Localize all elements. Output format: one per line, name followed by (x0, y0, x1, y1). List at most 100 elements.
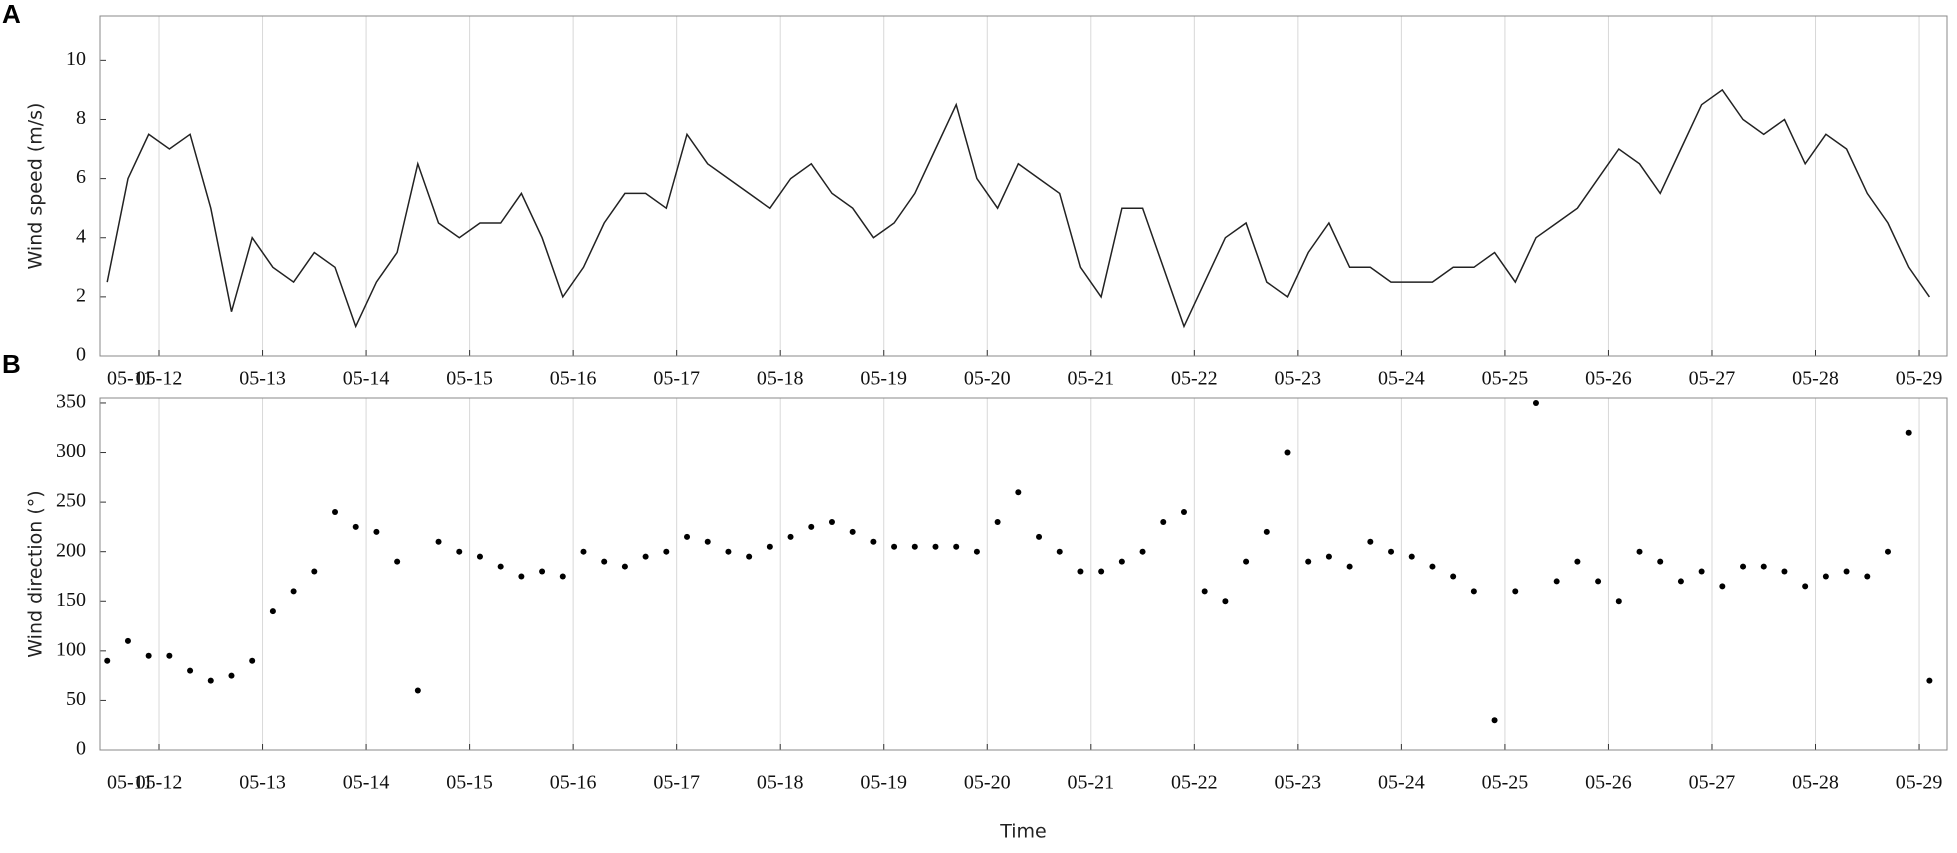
direction-point (1822, 573, 1829, 580)
x-tick-label: 05-13 (239, 772, 286, 794)
x-tick-label: 05-29 (1896, 368, 1943, 390)
x-tick-label: 05-26 (1585, 368, 1632, 390)
direction-point (1843, 568, 1850, 575)
direction-point (746, 553, 753, 560)
direction-point (1015, 489, 1022, 496)
y-tick-label: 2 (76, 284, 86, 306)
direction-point (601, 558, 608, 565)
x-tick-label: 05-18 (757, 368, 804, 390)
direction-point (684, 533, 691, 540)
direction-point (1884, 548, 1891, 555)
direction-point (187, 667, 194, 674)
y-tick-label: 8 (76, 107, 86, 129)
direction-point (1615, 598, 1622, 605)
x-tick-label: 05-11 (107, 368, 153, 390)
direction-point (311, 568, 318, 575)
x-tick-label: 05-18 (757, 772, 804, 794)
x-tick-label: 05-17 (653, 772, 700, 794)
direction-point (808, 523, 815, 530)
x-tick-label: 05-14 (343, 772, 390, 794)
direction-point (891, 543, 898, 550)
direction-point (1698, 568, 1705, 575)
x-tick-label: 05-24 (1378, 368, 1425, 390)
x-tick-label: 05-22 (1171, 368, 1218, 390)
direction-point (435, 538, 442, 545)
direction-point (456, 548, 463, 555)
panel-label: A (2, 0, 21, 29)
x-tick-label: 05-16 (550, 368, 597, 390)
x-tick-label: 05-12 (136, 368, 183, 390)
direction-point (332, 509, 339, 516)
direction-point (1657, 558, 1664, 565)
x-tick-label: 05-27 (1689, 368, 1736, 390)
direction-point (1222, 598, 1229, 605)
direction-point (518, 573, 525, 580)
x-tick-label: 05-13 (239, 368, 286, 390)
direction-point (663, 548, 670, 555)
direction-point (1388, 548, 1395, 555)
direction-point (642, 553, 649, 560)
direction-point (1719, 583, 1726, 590)
x-axis-title: Time (999, 821, 1047, 843)
direction-point (870, 538, 877, 545)
y-axis-title: Wind direction (°) (25, 490, 47, 657)
direction-point (1781, 568, 1788, 575)
direction-point (539, 568, 546, 575)
direction-point (1864, 573, 1871, 580)
direction-point (1305, 558, 1312, 565)
direction-point (269, 608, 276, 615)
direction-point (1740, 563, 1747, 570)
x-tick-label: 05-12 (136, 772, 183, 794)
x-tick-label: 05-21 (1067, 772, 1114, 794)
direction-point (766, 543, 773, 550)
x-tick-label: 05-19 (860, 772, 907, 794)
direction-point (1905, 429, 1912, 436)
y-tick-label: 50 (66, 688, 86, 710)
direction-point (497, 563, 504, 570)
direction-point (249, 657, 256, 664)
y-tick-label: 10 (66, 48, 86, 70)
direction-point (1243, 558, 1250, 565)
x-tick-label: 05-21 (1067, 368, 1114, 390)
direction-point (621, 563, 628, 570)
direction-point (1532, 399, 1539, 406)
y-tick-label: 0 (76, 344, 86, 366)
y-tick-label: 350 (56, 391, 86, 413)
direction-point (145, 652, 152, 659)
x-tick-label: 05-23 (1275, 772, 1322, 794)
direction-point (953, 543, 960, 550)
direction-point (1160, 518, 1167, 525)
direction-point (1491, 717, 1498, 724)
x-tick-label: 05-19 (860, 368, 907, 390)
direction-point (373, 528, 380, 535)
x-tick-label: 05-29 (1896, 772, 1943, 794)
direction-point (849, 528, 856, 535)
x-tick-label: 05-25 (1482, 368, 1529, 390)
y-tick-label: 0 (76, 738, 86, 760)
x-tick-label: 05-15 (446, 772, 493, 794)
x-tick-label: 05-14 (343, 368, 390, 390)
direction-point (414, 687, 421, 694)
x-tick-label: 05-22 (1171, 772, 1218, 794)
direction-point (352, 523, 359, 530)
direction-point (1180, 509, 1187, 516)
direction-point (1677, 578, 1684, 585)
plot-frame (99, 397, 1948, 751)
panel-label: B (2, 349, 21, 379)
y-axis-title: Wind speed (m/s) (25, 103, 47, 270)
x-tick-label: 05-26 (1585, 772, 1632, 794)
speed-line (106, 88, 1931, 329)
x-tick-label: 05-28 (1792, 772, 1839, 794)
direction-point (704, 538, 711, 545)
y-tick-label: 100 (56, 638, 86, 660)
direction-point (932, 543, 939, 550)
direction-point (1512, 588, 1519, 595)
x-tick-label: 05-20 (964, 368, 1011, 390)
direction-point (787, 533, 794, 540)
plot-frame (99, 15, 1948, 357)
direction-point (1036, 533, 1043, 540)
direction-point (911, 543, 918, 550)
x-tick-label: 05-20 (964, 772, 1011, 794)
direction-point (1470, 588, 1477, 595)
direction-point (1408, 553, 1415, 560)
